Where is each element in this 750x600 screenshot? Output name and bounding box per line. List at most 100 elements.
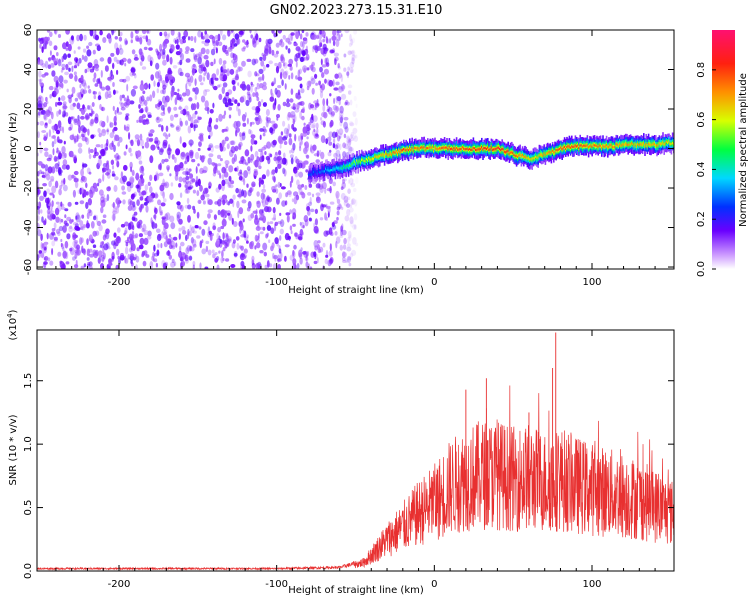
noise-cell: [195, 181, 199, 188]
noise-cell: [160, 89, 165, 95]
noise-cell: [205, 68, 208, 75]
noise-cell: [141, 30, 147, 35]
noise-cell: [111, 203, 116, 208]
noise-cell: [54, 86, 57, 91]
noise-cell: [130, 262, 134, 267]
noise-cell: [138, 219, 143, 225]
noise-cell: [218, 183, 222, 190]
noise-cell: [221, 166, 226, 174]
noise-cell: [129, 182, 134, 189]
noise-cell: [67, 174, 73, 181]
noise-cell: [275, 151, 278, 156]
ridge-cell: [341, 167, 344, 170]
ridge-cell: [627, 143, 629, 147]
noise-cell: [101, 241, 105, 246]
noise-cell: [178, 218, 183, 225]
colorbar-tick-label: 0.8: [696, 62, 707, 78]
noise-cell: [256, 238, 260, 243]
noise-cell: [289, 154, 294, 159]
ridge-cell: [533, 157, 536, 160]
noise-cell: [204, 106, 210, 111]
noise-cell: [235, 37, 239, 46]
noise-cell: [345, 139, 351, 144]
noise-cell: [70, 246, 73, 253]
noise-cell: [217, 41, 223, 47]
noise-cell: [159, 43, 163, 52]
noise-cell: [60, 238, 63, 243]
noise-cell: [186, 111, 190, 116]
noise-cell: [56, 155, 62, 160]
noise-cell: [294, 169, 299, 178]
noise-cell: [80, 265, 85, 269]
noise-cell: [37, 188, 41, 195]
noise-cell: [316, 257, 319, 264]
noise-cell: [70, 35, 74, 41]
noise-cell: [155, 62, 160, 70]
ridge-cell: [657, 144, 659, 147]
noise-cell: [289, 150, 292, 154]
noise-cell: [78, 125, 81, 134]
noise-cell: [191, 178, 196, 183]
noise-cell: [38, 59, 44, 66]
noise-cell: [353, 30, 358, 35]
noise-cell: [336, 142, 340, 149]
noise-cell: [106, 168, 112, 174]
noise-cell: [126, 181, 132, 187]
noise-cell: [264, 151, 267, 155]
noise-cell: [292, 258, 297, 266]
noise-cell: [194, 78, 197, 86]
noise-cell: [315, 192, 321, 196]
ridge-cell: [659, 142, 662, 146]
ridge-cell: [645, 143, 647, 146]
ridge-cell: [418, 148, 421, 151]
noise-cell: [101, 106, 106, 112]
ridge-cell: [329, 169, 332, 172]
noise-cell: [256, 96, 260, 102]
noise-cell: [293, 196, 298, 205]
noise-cell: [171, 258, 175, 263]
noise-cell: [63, 79, 68, 84]
ridge-cell: [373, 157, 375, 161]
noise-cell: [149, 129, 155, 134]
noise-cell: [75, 58, 78, 63]
noise-cell: [190, 35, 194, 42]
noise-cell: [222, 216, 226, 223]
noise-cell: [193, 103, 197, 111]
noise-cell: [60, 83, 64, 89]
noise-cell: [216, 232, 220, 240]
noise-cell: [187, 36, 191, 41]
noise-cell: [76, 34, 80, 42]
ridge-cell: [628, 143, 631, 146]
noise-cell: [296, 95, 302, 99]
noise-cell: [215, 118, 219, 123]
noise-cell: [287, 63, 292, 67]
noise-cell: [44, 244, 48, 250]
noise-cell: [349, 203, 353, 208]
noise-cell: [116, 69, 119, 75]
noise-cell: [83, 55, 88, 62]
ridge-cell: [519, 153, 521, 156]
noise-cell: [260, 179, 265, 185]
noise-cell: [298, 162, 303, 169]
noise-cell: [244, 149, 250, 157]
noise-cell: [53, 45, 58, 51]
noise-cell: [169, 173, 172, 177]
noise-cell: [69, 103, 75, 111]
noise-cell: [353, 213, 358, 221]
noise-cell: [87, 62, 93, 68]
ridge-cell: [328, 169, 331, 172]
noise-cell: [79, 220, 84, 227]
noise-cell: [329, 201, 335, 205]
noise-cell: [200, 137, 204, 142]
noise-cell: [175, 44, 180, 50]
noise-cell: [218, 57, 223, 65]
noise-cell: [86, 238, 89, 246]
noise-cell: [304, 185, 308, 190]
noise-cell: [123, 151, 127, 156]
noise-cell: [185, 88, 191, 97]
ridge-cell: [337, 167, 339, 170]
noise-cell: [129, 253, 135, 259]
noise-cell: [87, 105, 90, 110]
ridge-cell: [479, 148, 482, 151]
